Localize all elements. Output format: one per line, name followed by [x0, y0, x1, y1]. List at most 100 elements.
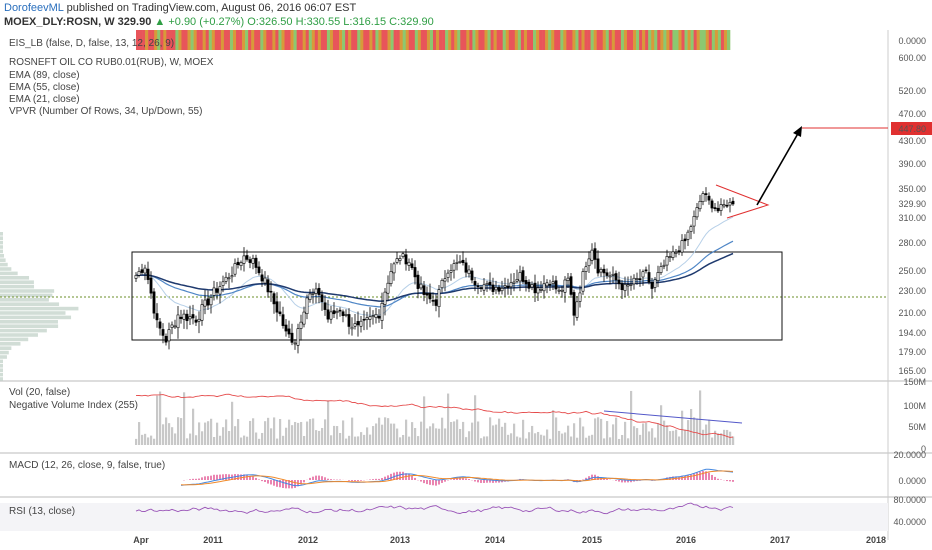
candle-body: [617, 279, 621, 285]
candle-body: [476, 285, 480, 287]
candle-body: [587, 258, 591, 267]
volume-bar: [252, 418, 255, 445]
candle-body: [248, 259, 252, 263]
eis-bar: [717, 30, 722, 50]
volume-bar: [360, 432, 363, 445]
eis-bar: [566, 30, 570, 50]
candle-body: [623, 284, 627, 291]
candle-body: [569, 276, 573, 295]
volume-bar: [411, 422, 414, 445]
candle-body: [731, 200, 735, 205]
eis-bar: [151, 30, 155, 50]
eis-bar: [266, 30, 270, 50]
candle-body: [557, 289, 561, 292]
macd-label: MACD (12, 26, close, 9, false, true): [9, 460, 165, 471]
ema89-label: EMA (89, close): [9, 70, 80, 81]
volume-bar: [153, 438, 156, 445]
author-link[interactable]: DorofeevML: [4, 2, 64, 14]
eis-bar: [339, 30, 343, 50]
volume-bar: [177, 417, 180, 445]
candle-body: [263, 277, 267, 284]
candle-body: [149, 277, 153, 294]
eis-bar: [484, 30, 488, 50]
eis-bar: [205, 30, 210, 50]
eis-bar: [451, 30, 455, 50]
candle-body: [314, 288, 318, 294]
price-tick: 310.00: [898, 213, 926, 223]
volume-bar: [420, 421, 423, 445]
volume-bar: [600, 418, 603, 445]
volume-bar: [324, 419, 327, 445]
macd-tick: 0.0000: [898, 476, 926, 486]
candle-body: [155, 313, 159, 321]
eis-bar: [593, 30, 597, 50]
volume-bar: [288, 419, 291, 445]
candle-body: [503, 285, 507, 288]
eis-bar: [360, 30, 364, 50]
candle-body: [728, 202, 732, 206]
eis-bar: [611, 30, 616, 50]
volume-bar: [435, 428, 438, 445]
volume-bar: [183, 392, 186, 445]
volume-bar: [318, 430, 321, 445]
volume-bar: [723, 429, 726, 445]
eis-bar: [551, 30, 555, 50]
candle-body: [461, 259, 465, 264]
macd-pane: [180, 468, 734, 489]
eis-bar: [508, 30, 513, 50]
volume-bar: [375, 423, 378, 445]
volume-bar: [639, 434, 642, 445]
candle-body: [560, 289, 564, 292]
candle-body: [272, 293, 276, 305]
volume-bar: [285, 427, 288, 445]
eis-bar: [596, 30, 600, 50]
volume-bar: [609, 437, 612, 445]
volume-bar: [393, 423, 396, 445]
eis-bar: [196, 30, 200, 50]
price-tick: 194.00: [898, 328, 926, 338]
volume-bar: [564, 432, 567, 445]
candle-body: [536, 287, 540, 294]
eis-bar: [478, 30, 482, 50]
eis-bar: [614, 30, 619, 50]
candle-body: [590, 249, 594, 261]
eis-bar: [366, 30, 370, 50]
macd-tick: 20.0000: [893, 450, 926, 460]
eis-bar: [690, 30, 694, 50]
eis-bar: [629, 30, 634, 50]
candle-body: [482, 284, 486, 291]
eis-bar: [590, 30, 594, 50]
volume-bar: [231, 401, 234, 445]
volume-bar: [498, 418, 501, 445]
volume-bar: [195, 435, 198, 445]
candle-body: [245, 255, 249, 260]
volume-bar: [345, 438, 348, 445]
candle-body: [530, 284, 534, 288]
eis-bar: [157, 30, 161, 50]
eis-bar: [429, 30, 434, 50]
eis-bar: [236, 30, 240, 50]
vpvr-row: [0, 289, 55, 293]
rsi-band: [0, 503, 888, 531]
volume-bar: [414, 428, 417, 445]
arrow-head: [793, 126, 802, 137]
eis-bar: [684, 30, 688, 50]
candle-body: [194, 319, 198, 323]
eis-bar: [517, 30, 522, 50]
volume-bar: [546, 429, 549, 445]
eis-bar: [263, 30, 267, 50]
candle-body: [479, 287, 483, 289]
volume-bar: [156, 395, 159, 445]
candle-body: [428, 292, 432, 300]
volume-bar: [732, 436, 735, 445]
candle-body: [662, 264, 666, 267]
eis-bar: [620, 30, 625, 50]
eis-bar: [329, 30, 334, 50]
candle-body: [629, 284, 633, 286]
candle-body: [254, 257, 258, 268]
eis-bar: [175, 30, 179, 50]
volume-bar: [708, 419, 711, 445]
eis-bar: [178, 30, 182, 50]
volume-bar: [210, 418, 213, 445]
